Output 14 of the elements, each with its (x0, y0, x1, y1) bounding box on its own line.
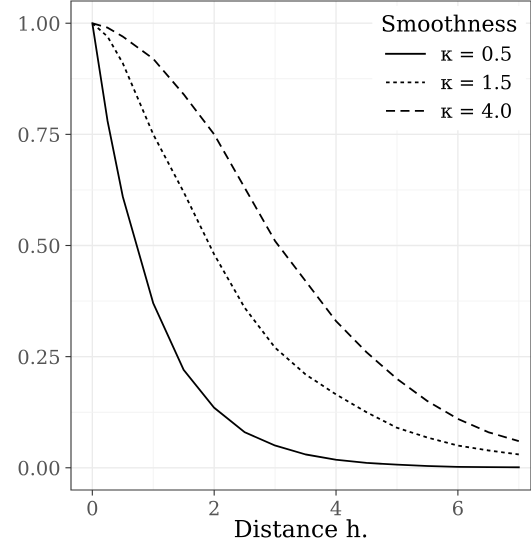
y-tick-label: 0.75 (18, 127, 60, 142)
y-tick-label: 0.50 (18, 238, 60, 254)
y-tick-label: 0.00 (18, 460, 60, 476)
legend-label: κ = 0.5 (441, 46, 511, 61)
legend-title: Smoothness (382, 14, 516, 32)
y-tick-label: 0.25 (18, 350, 60, 364)
x-tick-label: 6 (453, 500, 463, 516)
x-tick-label: 2 (209, 500, 218, 516)
legend-label: κ = 4.0 (441, 103, 511, 118)
x-tick-label: 0 (87, 500, 98, 516)
x-tick-label: 4 (330, 500, 342, 516)
legend-label: κ = 1.5 (441, 74, 511, 90)
x-axis-title: Distance h. (234, 519, 366, 538)
y-tick-label: 1.00 (20, 16, 60, 31)
